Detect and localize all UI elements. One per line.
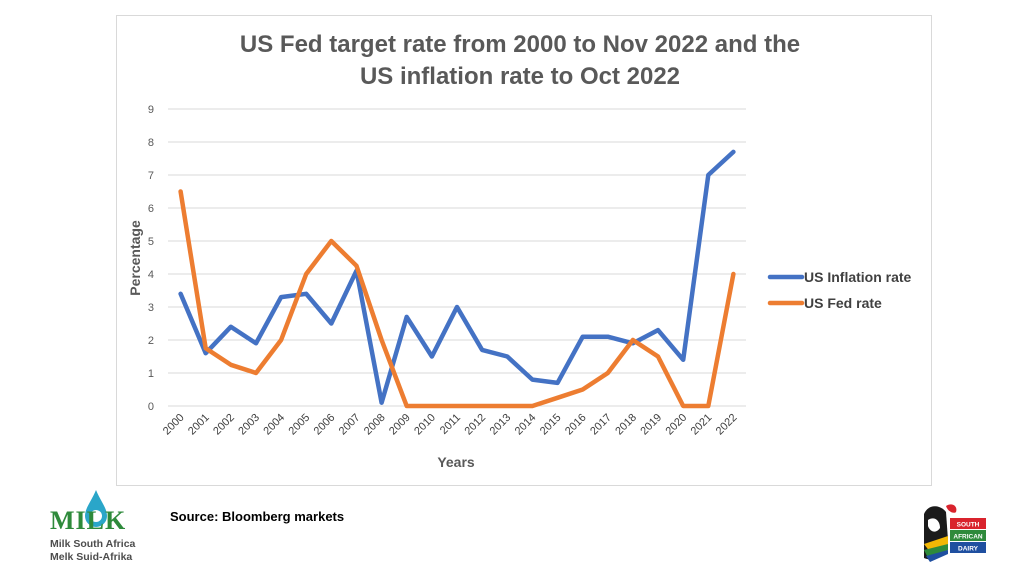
- y-tick-label: 6: [148, 203, 154, 215]
- logo-text-south: SOUTH: [957, 522, 980, 529]
- x-tick-label: 2018: [613, 412, 639, 438]
- chart-title: US Fed target rate from 2000 to Nov 2022…: [239, 31, 801, 90]
- y-tick-label: 2: [148, 335, 154, 347]
- x-tick-label: 2013: [488, 412, 514, 438]
- x-tick-label: 2010: [412, 412, 438, 438]
- logo-line-afrikaans: Melk Suid-Afrika: [50, 551, 133, 563]
- x-tick-label: 2000: [161, 412, 187, 438]
- grid-lines: [168, 108, 746, 407]
- cow-flag-icon: SOUTH AFRICAN DAIRY: [924, 504, 986, 562]
- y-tick-label: 0: [148, 401, 154, 413]
- x-tick-label: 2008: [362, 412, 388, 438]
- x-tick-label: 2006: [312, 412, 338, 438]
- x-tick-label: 2003: [236, 412, 262, 438]
- y-tick-label: 1: [148, 368, 154, 380]
- series-line-1: [178, 189, 736, 409]
- sa-dairy-logo: SOUTH AFRICAN DAIRY: [918, 500, 988, 570]
- y-axis-label: Percentage: [127, 220, 143, 296]
- x-tick-label: 2015: [538, 412, 564, 438]
- series-lines: [178, 149, 736, 409]
- milk-sa-logo: MILK Milk South Africa Melk Suid-Afrika: [48, 490, 158, 565]
- x-tick-label: 2017: [588, 412, 614, 438]
- logo-line-english: Milk South Africa: [50, 538, 136, 550]
- legend-label: US Inflation rate: [804, 269, 912, 285]
- logo-text-dairy: DAIRY: [958, 546, 979, 553]
- x-tick-label: 2019: [638, 412, 664, 438]
- milk-drop-icon: [85, 490, 107, 527]
- source-note: Source: Bloomberg markets: [170, 509, 345, 524]
- x-tick-label: 2022: [714, 412, 740, 438]
- logo-wordmark: MILK: [50, 506, 127, 535]
- x-tick-label: 2012: [462, 412, 488, 438]
- x-tick-label: 2014: [513, 412, 539, 438]
- x-tick-label: 2007: [337, 412, 363, 438]
- x-tick-label: 2016: [563, 412, 589, 438]
- logo-text-african: AFRICAN: [953, 534, 983, 541]
- x-tick-label: 2009: [387, 412, 413, 438]
- x-tick-label: 2021: [689, 412, 715, 438]
- x-tick-labels: 2000 2001 2002 2003 2004 2005 2006 2007 2008 2009…: [161, 412, 740, 438]
- x-axis-label: Years: [437, 454, 475, 470]
- x-tick-label: 2004: [261, 412, 287, 438]
- y-tick-label: 7: [148, 170, 154, 182]
- x-tick-label: 2002: [211, 412, 237, 438]
- y-tick-label: 9: [148, 104, 154, 116]
- y-tick-label: 5: [148, 236, 154, 248]
- legend-label: US Fed rate: [804, 295, 882, 311]
- y-tick-label: 4: [148, 269, 154, 281]
- x-tick-label: 2001: [186, 412, 212, 438]
- x-tick-label: 2005: [287, 412, 313, 438]
- x-tick-label: 2011: [438, 412, 463, 437]
- y-tick-labels: 0 1 2 3 4 5 6 7 8 9: [148, 104, 154, 413]
- legend: US Inflation rate US Fed rate: [767, 269, 912, 311]
- y-tick-label: 8: [148, 137, 154, 149]
- x-tick-label: 2020: [663, 412, 689, 438]
- chart-frame: [116, 15, 932, 486]
- series-line-0: [178, 149, 736, 405]
- y-tick-label: 3: [148, 302, 154, 314]
